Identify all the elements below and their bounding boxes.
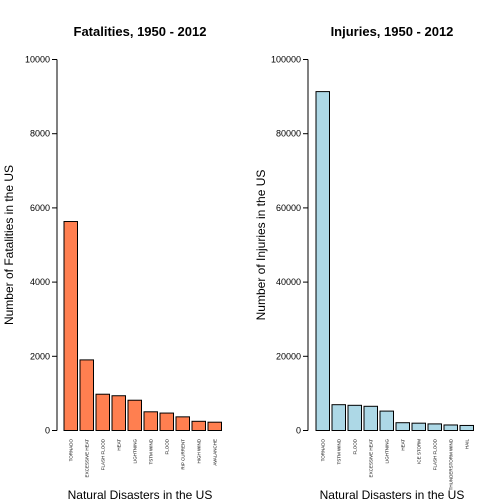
fatalities-category-label: TORNADO (68, 439, 73, 462)
fatalities-bar (207, 421, 222, 432)
fatalities-chart-title: Fatalities, 1950 - 2012 (74, 24, 207, 39)
injuries-category-label: LIGHTNING (384, 439, 389, 464)
fatalities-bar (159, 412, 174, 431)
injuries-y-tick-label: 0 (296, 426, 301, 436)
fatalities-y-tick-label: 6000 (30, 203, 50, 213)
fatalities-category-label: RIP CURRENT (180, 439, 185, 470)
injuries-category-label: FLASH FLOOD (432, 438, 437, 470)
injuries-category-label: HEAT (400, 439, 405, 451)
fatalities-bar (79, 359, 94, 432)
fatalities-bar (63, 221, 78, 431)
injuries-y-tick-label: 20000 (276, 351, 301, 361)
injuries-y-axis-label: Number of Injuries in the US (254, 170, 268, 321)
injuries-y-tick-label: 100000 (271, 55, 301, 65)
fatalities-chart: Fatalities, 1950 - 2012 Natural Disaster… (2, 24, 222, 502)
injuries-bar (395, 422, 410, 432)
injuries-bar (379, 410, 394, 432)
injuries-y-tick-label: 60000 (276, 203, 301, 213)
injuries-bar (315, 91, 330, 431)
fatalities-bar (175, 416, 190, 431)
fatalities-y-tick-label: 0 (45, 426, 50, 436)
fatalities-bar (191, 420, 206, 431)
injuries-category-label: FLOOD (352, 438, 357, 454)
fatalities-category-label: LIGHTNING (132, 439, 137, 464)
injuries-chart-title: Injuries, 1950 - 2012 (331, 24, 454, 39)
injuries-bar (331, 404, 346, 432)
injuries-y-tick-label: 80000 (276, 129, 301, 139)
fatalities-category-label: HEAT (116, 439, 121, 451)
injuries-category-label: THUNDERSTORM WIND (448, 438, 453, 490)
injuries-bar (459, 424, 474, 431)
fatalities-bar (111, 395, 126, 432)
fatalities-y-tick-label: 4000 (30, 277, 50, 287)
fatalities-category-label: FLOOD (164, 438, 169, 454)
fatalities-y-tick-label: 8000 (30, 129, 50, 139)
injuries-y-tick-label: 40000 (276, 277, 301, 287)
fatalities-bar (143, 411, 158, 432)
injuries-category-label: TORNADO (320, 439, 325, 462)
injuries-bar (411, 422, 426, 432)
injuries-bar (427, 423, 442, 431)
fatalities-category-label: TSTM WIND (148, 438, 153, 464)
fatalities-y-tick-label: 2000 (30, 351, 50, 361)
injuries-category-label: EXCESSIVE HEAT (368, 439, 373, 478)
injuries-x-axis-label: Natural Disasters in the US (320, 488, 465, 502)
fatalities-bar (127, 399, 142, 432)
fatalities-y-tick-label: 10000 (25, 55, 50, 65)
injuries-bar (443, 424, 458, 432)
fatalities-category-label: EXCESSIVE HEAT (84, 439, 89, 478)
fatalities-x-axis-label: Natural Disasters in the US (68, 488, 213, 502)
injuries-category-label: TSTM WIND (336, 438, 341, 464)
injuries-bar (363, 405, 378, 431)
injuries-chart: Injuries, 1950 - 2012 Natural Disasters … (254, 24, 474, 502)
fatalities-category-label: AVALANCHE (212, 439, 217, 466)
fatalities-category-label: HIGH WIND (196, 438, 201, 463)
injuries-category-label: HAIL (464, 439, 469, 450)
injuries-bar (347, 404, 362, 431)
fatalities-y-axis-label: Number of Fatalities in the US (2, 165, 16, 325)
injuries-category-label: ICE STORM (416, 439, 421, 464)
fatalities-bar (95, 393, 110, 431)
fatalities-category-label: FLASH FLOOD (100, 438, 105, 470)
